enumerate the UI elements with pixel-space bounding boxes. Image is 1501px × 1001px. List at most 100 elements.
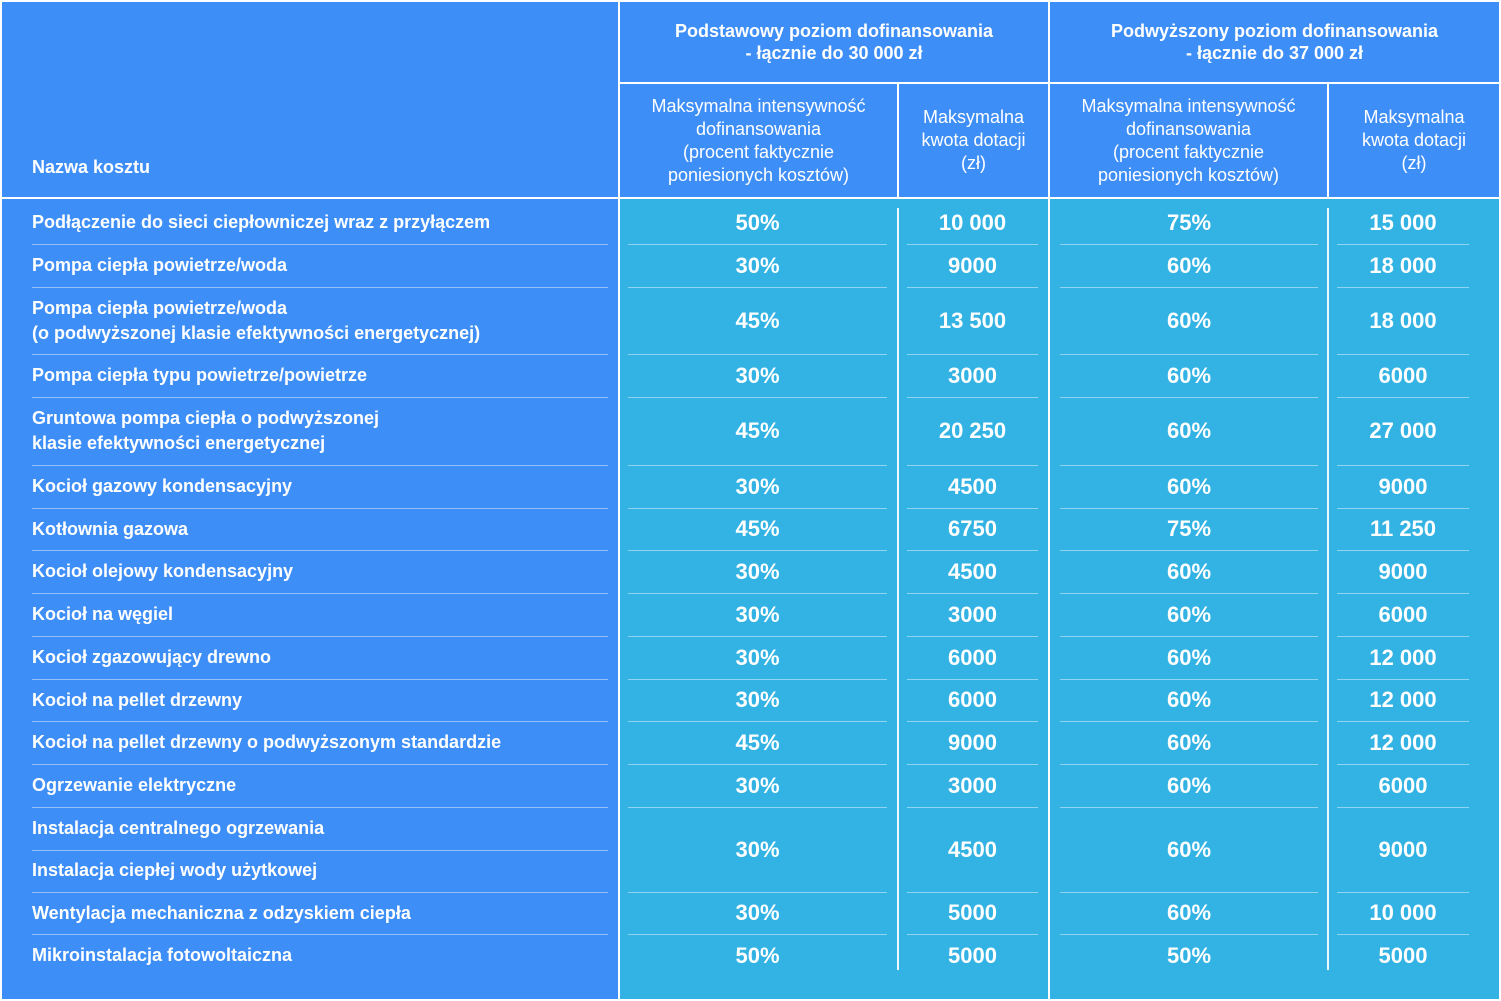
row-divider: [1060, 508, 1318, 509]
cell-increased-intensity: 60%: [1166, 558, 1212, 584]
cell-basic-intensity: 30%: [735, 836, 780, 862]
header-text: (zł): [1401, 153, 1427, 173]
row-name: Kocioł na węgiel: [32, 593, 610, 636]
row-divider: [1337, 934, 1469, 935]
cell-increased-intensity: 60%: [1166, 644, 1212, 670]
row-divider: [907, 807, 1038, 808]
cell-increased-amount: 27 000: [1369, 418, 1437, 443]
header-text: dofinansowania: [695, 118, 822, 139]
row-name: Kocioł na pellet drzewny o podwyższonym …: [32, 721, 610, 764]
row-divider: [32, 287, 608, 288]
row-divider: [1060, 244, 1318, 245]
group-header-increased: Podwyższony poziom dofinansowania - łącz…: [1050, 2, 1499, 82]
row-name-line: Podłączenie do sieci ciepłowniczej wraz …: [32, 212, 491, 232]
row-divider: [907, 934, 1038, 935]
row-divider: [907, 892, 1038, 893]
row-divider: [1060, 636, 1318, 637]
row-divider: [907, 397, 1038, 398]
row-name-line: Ogrzewanie elektryczne: [32, 775, 237, 795]
cell-increased-intensity: 50%: [1166, 942, 1212, 968]
cell-basic-intensity: 50%: [735, 209, 780, 235]
cell-basic-intensity: 30%: [735, 362, 780, 388]
row-name-line: Mikroinstalacja fotowoltaiczna: [32, 945, 293, 965]
row-divider: [628, 550, 887, 551]
row-divider: [1337, 593, 1469, 594]
row-divider: [1337, 892, 1469, 893]
column-header-basic-amount: Maksymalna kwota dotacji (zł): [899, 84, 1048, 197]
row-name-line: Kocioł na pellet drzewny: [32, 689, 243, 710]
body-name-column: [2, 199, 618, 999]
row-divider: [628, 934, 887, 935]
header-text: Maksymalna intensywność: [651, 95, 866, 116]
row-name-line: Kocioł na węgiel: [32, 604, 174, 624]
row-divider: [32, 244, 608, 245]
group-header-basic-line1: Podstawowy poziom dofinansowania: [674, 21, 994, 41]
row-divider: [32, 465, 608, 466]
cell-increased-intensity: 75%: [1166, 516, 1212, 541]
row-name: Instalacja centralnego ogrzewania Instala…: [32, 807, 610, 892]
row-divider: [1060, 934, 1318, 935]
header-text: Maksymalna: [922, 107, 1025, 127]
row-name-line: (o podwyższonej klasie efektywności ener…: [32, 322, 481, 343]
row-divider: [907, 721, 1038, 722]
cell-basic-intensity: 30%: [735, 687, 780, 712]
row-name-line: Pompa ciepła powietrze/woda: [32, 255, 288, 275]
row-divider: [32, 934, 608, 935]
row-divider: [1060, 354, 1318, 355]
cell-increased-amount: 15 000: [1369, 209, 1437, 235]
row-divider: [628, 244, 887, 245]
row-divider: [1337, 244, 1469, 245]
cell-increased-intensity: 60%: [1166, 729, 1212, 755]
header-text: dofinansowania: [1125, 118, 1252, 139]
row-name-line: Kotłownia gazowa: [32, 518, 189, 539]
cell-basic-intensity: 30%: [735, 644, 780, 670]
row-divider: [32, 508, 608, 509]
row-divider: [1060, 721, 1318, 722]
row-divider: [1337, 636, 1469, 637]
row-divider: [32, 354, 608, 355]
cell-increased-intensity: 60%: [1166, 418, 1212, 443]
row-divider: [628, 679, 887, 680]
row-name-line: Kocioł zgazowujący drewno: [32, 647, 272, 667]
row-divider: [907, 679, 1038, 680]
cell-basic-amount: 6750: [948, 516, 997, 541]
row-divider: [907, 465, 1038, 466]
row-name-line: Gruntowa pompa ciepła o podwyższonej: [32, 408, 380, 428]
row-divider: [1337, 354, 1469, 355]
row-name: Kocioł zgazowujący drewno: [32, 636, 610, 679]
cell-basic-intensity: 30%: [735, 558, 780, 584]
cell-basic-intensity: 45%: [735, 516, 780, 541]
header-text: Maksymalna intensywność: [1081, 95, 1296, 116]
cell-basic-amount: 20 250: [938, 418, 1007, 443]
header-text: (zł): [961, 153, 986, 173]
cell-increased-amount: 10 000: [1369, 900, 1437, 925]
row-divider: [907, 550, 1038, 551]
cell-basic-intensity: 30%: [735, 601, 780, 627]
cell-basic-amount: 5000: [948, 942, 997, 968]
row-divider: [1060, 892, 1318, 893]
row-divider: [907, 636, 1038, 637]
group-header-basic: Podstawowy poziom dofinansowania - łączn…: [620, 2, 1048, 82]
row-divider: [1337, 550, 1469, 551]
header-name-cell: Nazwa kosztu: [2, 2, 618, 197]
row-divider: [1060, 679, 1318, 680]
header-text: poniesionych kosztów): [1097, 164, 1280, 185]
row-name-line: Pompa ciepła powietrze/woda: [32, 297, 288, 318]
cell-increased-intensity: 60%: [1166, 252, 1212, 278]
cell-increased-intensity: 60%: [1166, 307, 1212, 333]
cell-increased-intensity: 60%: [1166, 772, 1212, 798]
cell-basic-amount: 10 000: [938, 209, 1007, 235]
row-name: Kotłownia gazowa: [32, 508, 610, 550]
cell-increased-amount: 18 000: [1369, 307, 1437, 333]
row-name-line: Wentylacja mechaniczna z odzyskiem ciepł…: [32, 902, 411, 923]
row-divider: [1337, 764, 1469, 765]
cell-basic-amount: 4500: [948, 558, 997, 584]
header-text: poniesionych kosztów): [667, 164, 850, 185]
row-name: Ogrzewanie elektryczne: [32, 764, 610, 807]
cell-increased-amount: 9000: [1378, 836, 1428, 862]
header-text: kwota dotacji: [921, 130, 1026, 150]
cell-basic-amount: 9000: [948, 729, 997, 755]
cell-basic-intensity: 45%: [735, 307, 780, 333]
row-divider: [907, 354, 1038, 355]
